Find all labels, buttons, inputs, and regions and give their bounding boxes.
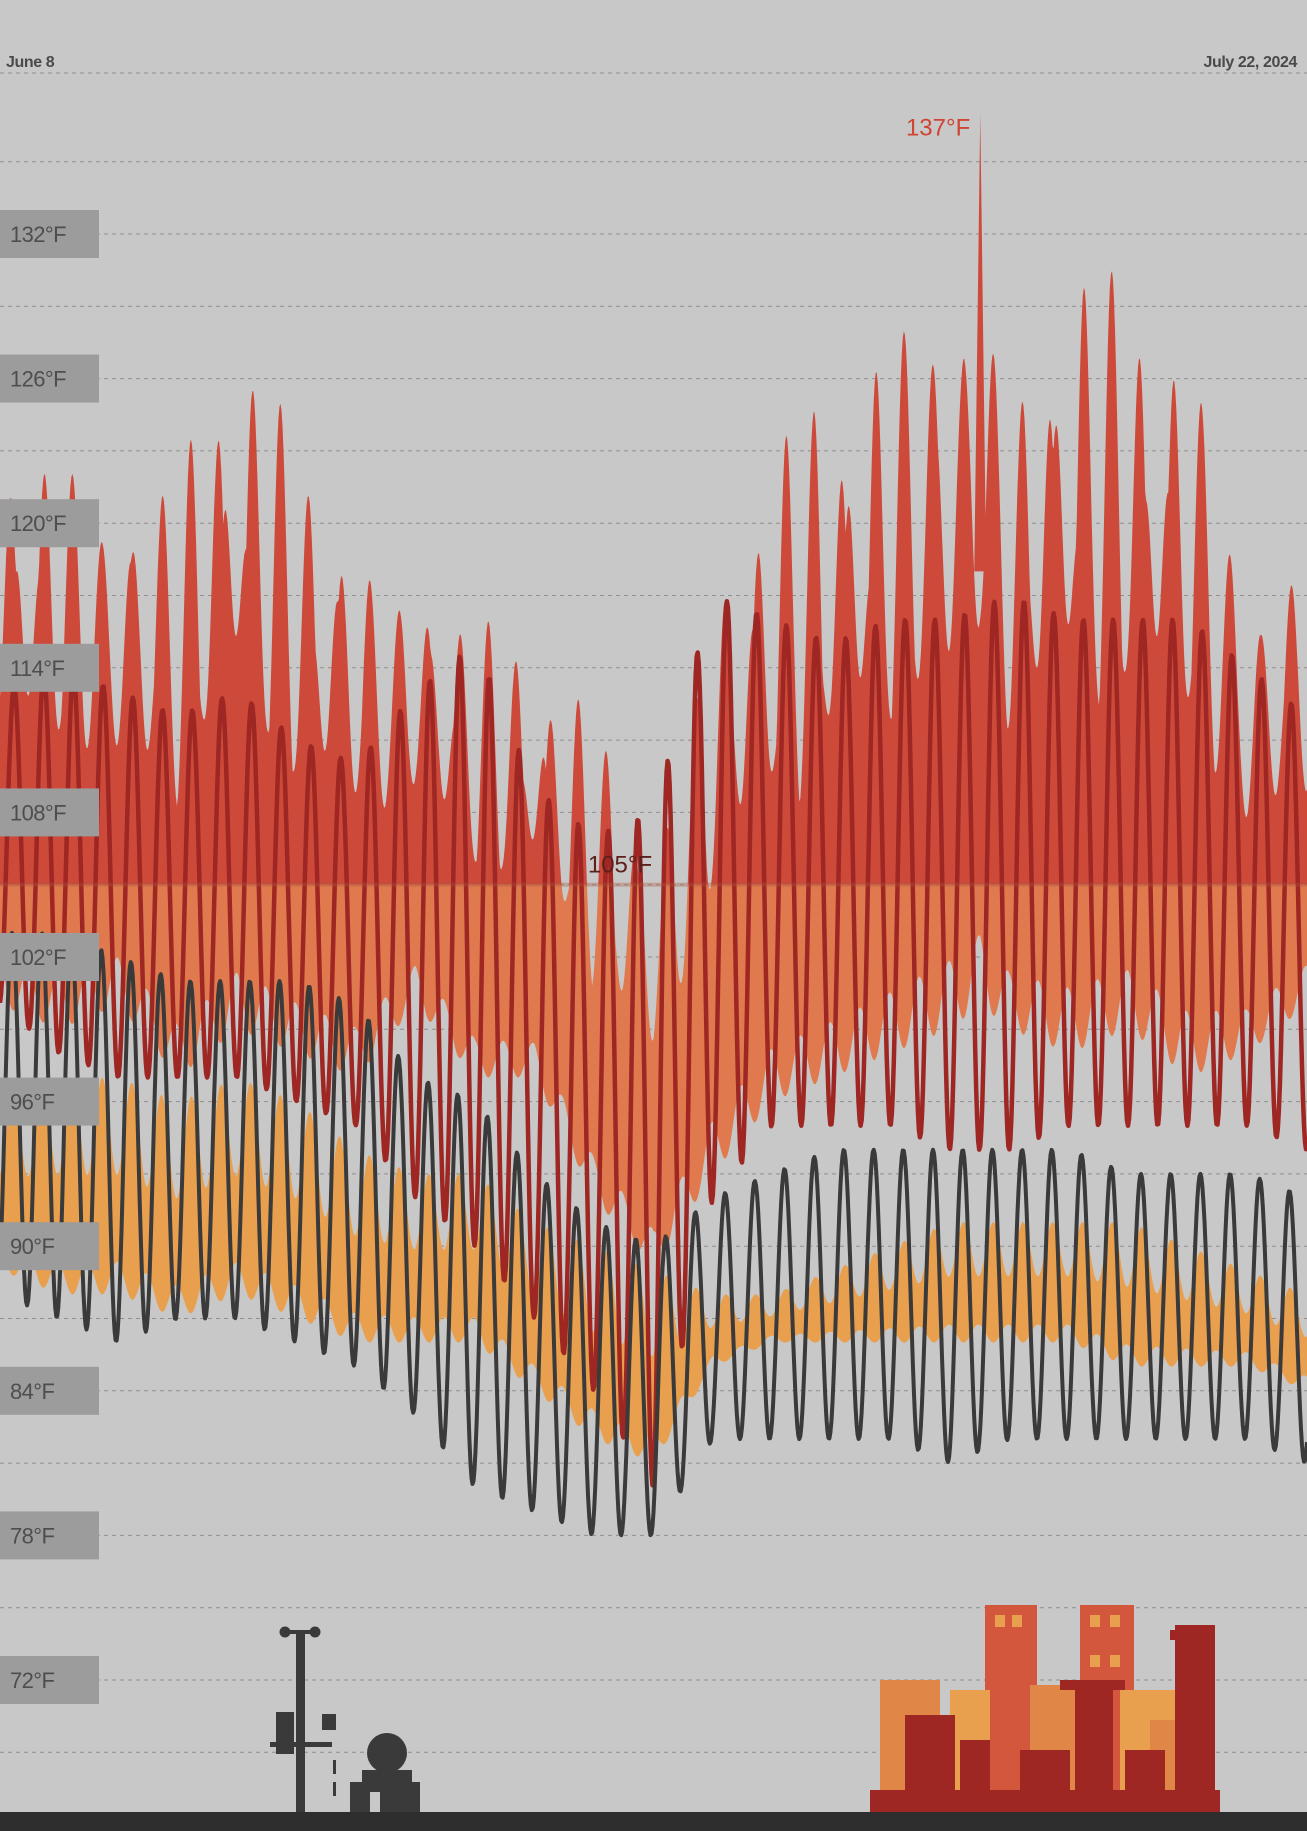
y-tick-label: 72°F [10, 1668, 54, 1693]
max-temperature-annotation: 137°F [906, 115, 970, 142]
surface-band-above-threshold [0, 271, 1307, 885]
y-tick-label: 120°F [10, 511, 66, 536]
y-tick-box [0, 1511, 99, 1560]
max-spike [974, 113, 987, 572]
y-tick-label: 78°F [10, 1523, 54, 1548]
y-tick-box [0, 1366, 99, 1415]
lines [0, 113, 1307, 1538]
y-tick: 108°F [0, 788, 99, 837]
y-tick: 132°F [0, 210, 99, 258]
y-tick-label: 132°F [10, 222, 66, 247]
weather-station-icon [270, 1626, 420, 1812]
y-tick-label: 96°F [10, 1090, 54, 1115]
y-tick-box [0, 354, 99, 403]
y-tick: 78°F [0, 1511, 99, 1560]
threshold-line [0, 882, 1307, 887]
y-tick-label: 84°F [10, 1379, 54, 1404]
x-end-label: July 22, 2024 [1203, 54, 1297, 71]
y-axis-ticks: 72°F 78°F 84°F 90°F 96°F 102°F 108°F 114°F 120°F… [0, 210, 99, 1704]
y-tick-box [0, 1222, 99, 1271]
surface-band-below-threshold [0, 884, 1307, 1251]
y-tick: 102°F [0, 933, 99, 981]
y-tick: 72°F [0, 1656, 99, 1704]
y-tick-box [0, 933, 99, 981]
y-tick: 90°F [0, 1222, 99, 1271]
y-tick-box [0, 499, 99, 548]
bands [0, 271, 1307, 1457]
y-tick: 114°F [0, 643, 99, 692]
y-tick-box [0, 1077, 99, 1126]
threshold-label: 105°F [588, 852, 652, 879]
x-start-label: June 8 [6, 54, 55, 71]
y-tick-box [0, 1656, 99, 1704]
y-tick: 120°F [0, 499, 99, 548]
y-tick-box [0, 643, 99, 692]
y-tick-box [0, 210, 99, 258]
city-skyline-icon [870, 1605, 1220, 1812]
y-tick: 96°F [0, 1077, 99, 1126]
y-tick: 126°F [0, 354, 99, 403]
y-tick-box [0, 788, 99, 837]
dark-line [0, 930, 1307, 1538]
y-tick-label: 114°F [10, 656, 64, 681]
y-tick-label: 108°F [10, 800, 66, 825]
y-tick-label: 102°F [10, 945, 66, 970]
y-tick-label: 126°F [10, 367, 66, 392]
ground-bar [0, 1812, 1307, 1831]
y-tick-label: 90°F [10, 1234, 54, 1259]
y-tick: 84°F [0, 1366, 99, 1415]
